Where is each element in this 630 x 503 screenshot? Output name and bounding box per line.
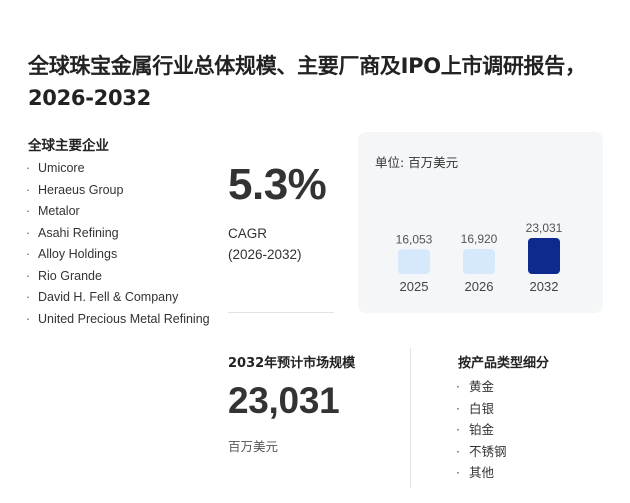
segment-item: 铂金 (456, 419, 507, 441)
market-size-value: 23,031 (228, 380, 340, 421)
segment-heading: 按产品类型细分 (458, 356, 550, 371)
company-item: Metalor (26, 201, 216, 223)
x-tick-label: 2032 (530, 279, 559, 294)
bar-value-label: 16,920 (461, 232, 498, 246)
bar-value-label: 16,053 (396, 232, 433, 246)
x-tick-label: 2025 (400, 279, 429, 294)
company-item: Umicore (26, 158, 216, 180)
company-item: Heraeus Group (26, 180, 216, 202)
cagr-value: 5.3% (228, 160, 327, 209)
market-size-chart-card: 单位: 百万美元 16,053 2025 16,920 2026 23,031 2032 (358, 132, 603, 313)
bar-2026 (463, 248, 495, 274)
cagr-label: CAGR (228, 226, 268, 241)
bar-2032 (528, 238, 560, 274)
horizontal-divider (228, 312, 334, 313)
company-item: United Precious Metal Refining (26, 309, 216, 331)
segment-list: 黄金 白银 铂金 不锈钢 其他 (456, 376, 507, 484)
market-size-bar-chart: 16,053 2025 16,920 2026 23,031 2032 (396, 221, 563, 294)
bar-value-label: 23,031 (526, 221, 563, 235)
vertical-divider (410, 348, 411, 488)
report-title: 全球珠宝金属行业总体规模、主要厂商及IPO上市调研报告，2026-2032 (28, 54, 586, 110)
company-item: Alloy Holdings (26, 244, 216, 266)
segment-item: 黄金 (456, 376, 507, 398)
bar-2025 (398, 249, 430, 274)
chart-unit-label: 单位: 百万美元 (375, 155, 459, 170)
segment-item: 白银 (456, 398, 507, 420)
market-size-heading: 2032年预计市场规模 (228, 356, 356, 371)
company-item: David H. Fell & Company (26, 287, 216, 309)
companies-list: Umicore Heraeus Group Metalor Asahi Refi… (26, 158, 216, 330)
x-tick-label: 2026 (465, 279, 494, 294)
market-size-unit: 百万美元 (228, 439, 279, 454)
company-item: Rio Grande (26, 266, 216, 288)
companies-heading: 全球主要企业 (28, 138, 109, 154)
segment-item: 其他 (456, 462, 507, 484)
segment-item: 不锈钢 (456, 441, 507, 463)
company-item: Asahi Refining (26, 223, 216, 245)
cagr-period: (2026-2032) (228, 247, 302, 262)
